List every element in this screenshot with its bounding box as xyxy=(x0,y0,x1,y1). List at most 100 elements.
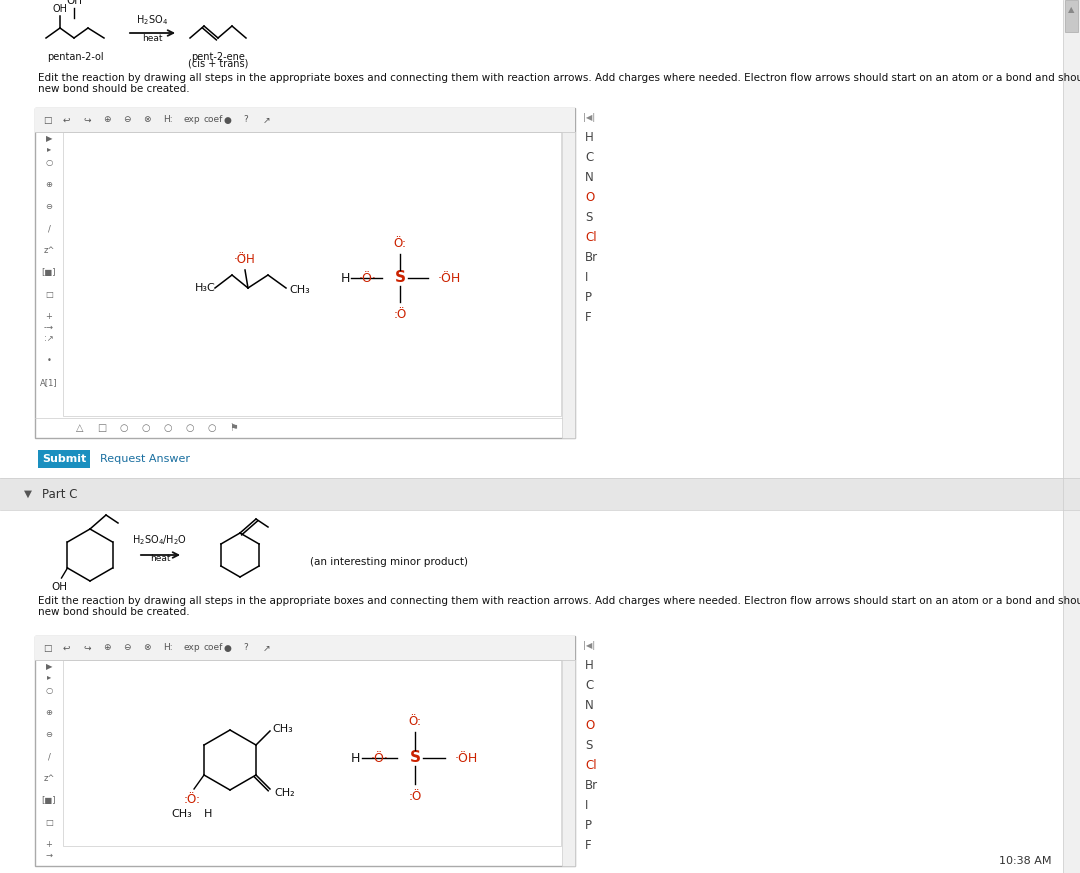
Text: z^: z^ xyxy=(43,246,55,255)
Text: ·ÖH: ·ÖH xyxy=(455,752,478,765)
Text: Part C: Part C xyxy=(42,487,78,500)
Bar xyxy=(1065,0,1078,32)
Text: ⚑: ⚑ xyxy=(230,423,239,433)
Text: N: N xyxy=(585,171,594,184)
Text: O: O xyxy=(585,191,594,204)
Text: ·ÖH: ·ÖH xyxy=(438,272,461,285)
Text: P: P xyxy=(585,819,592,832)
Text: |◀|: |◀| xyxy=(583,641,595,650)
Text: CH₃: CH₃ xyxy=(289,285,310,295)
Text: ?: ? xyxy=(243,643,247,652)
Bar xyxy=(63,660,561,846)
Text: :Ö: :Ö xyxy=(408,790,421,803)
Bar xyxy=(0,478,1080,510)
Text: Submit: Submit xyxy=(42,454,86,464)
Text: exp: exp xyxy=(183,643,200,652)
Text: ↪: ↪ xyxy=(83,115,91,125)
Text: ↩: ↩ xyxy=(63,115,70,125)
Text: O: O xyxy=(585,719,594,732)
Text: ·Ö·: ·Ö· xyxy=(372,752,389,765)
Bar xyxy=(562,660,575,866)
Text: ⊕: ⊕ xyxy=(103,115,110,125)
Text: coef: coef xyxy=(203,115,222,125)
Text: ↗: ↗ xyxy=(264,643,270,652)
Text: ○: ○ xyxy=(45,686,53,695)
Text: ○: ○ xyxy=(164,423,172,433)
Bar xyxy=(1063,0,1080,873)
Text: new bond should be created.: new bond should be created. xyxy=(38,84,190,94)
Text: Edit the reaction by drawing all steps in the appropriate boxes and connecting t: Edit the reaction by drawing all steps i… xyxy=(38,73,1080,83)
Text: A[1]: A[1] xyxy=(40,378,58,387)
Text: :↗: :↗ xyxy=(44,334,54,343)
Text: heat: heat xyxy=(150,554,171,563)
Text: ○: ○ xyxy=(207,423,216,433)
Text: □: □ xyxy=(45,290,53,299)
Text: ⊖: ⊖ xyxy=(123,643,131,652)
Text: I: I xyxy=(585,271,589,284)
Text: H: H xyxy=(204,809,212,819)
Text: OH: OH xyxy=(52,582,67,592)
Text: P: P xyxy=(585,291,592,304)
Text: •: • xyxy=(46,356,52,365)
Bar xyxy=(35,636,575,866)
Text: [■]: [■] xyxy=(42,268,56,277)
Text: /: / xyxy=(48,752,51,761)
Text: H: H xyxy=(585,659,594,672)
Text: ▶
▸: ▶ ▸ xyxy=(45,134,52,154)
Text: |◀|: |◀| xyxy=(583,113,595,122)
Text: OH: OH xyxy=(53,4,67,14)
Text: F: F xyxy=(585,311,592,324)
Text: ●: ● xyxy=(222,115,231,125)
Text: H:: H: xyxy=(163,643,173,652)
Text: Request Answer: Request Answer xyxy=(100,454,190,464)
Text: ●: ● xyxy=(222,643,231,652)
Text: S: S xyxy=(585,739,592,752)
Text: ⊗: ⊗ xyxy=(143,115,150,125)
Text: □: □ xyxy=(45,818,53,827)
Text: ○: ○ xyxy=(120,423,129,433)
Text: /: / xyxy=(48,224,51,233)
Text: ⊕: ⊕ xyxy=(103,643,110,652)
Text: F: F xyxy=(585,839,592,852)
Text: ↪: ↪ xyxy=(83,643,91,652)
Text: new bond should be created.: new bond should be created. xyxy=(38,607,190,617)
Text: ▼: ▼ xyxy=(24,489,32,499)
Text: Cl: Cl xyxy=(585,231,596,244)
Text: pent-2-ene: pent-2-ene xyxy=(191,52,245,62)
Text: H$_2$SO$_4$/H$_2$O: H$_2$SO$_4$/H$_2$O xyxy=(133,533,188,547)
Text: :Ö: :Ö xyxy=(393,308,407,321)
Text: ▶
▸: ▶ ▸ xyxy=(45,662,52,682)
Text: S: S xyxy=(394,271,405,285)
Text: ⊕: ⊕ xyxy=(45,708,53,717)
Text: heat: heat xyxy=(141,34,162,43)
Text: ·Ö·: ·Ö· xyxy=(359,272,377,285)
Text: :Ö:: :Ö: xyxy=(184,793,201,806)
Text: Br: Br xyxy=(585,779,598,792)
Text: [■]: [■] xyxy=(42,796,56,805)
Text: □: □ xyxy=(97,423,107,433)
Text: S: S xyxy=(585,211,592,224)
Text: ▲: ▲ xyxy=(1068,5,1075,14)
Text: C: C xyxy=(585,151,593,164)
Text: OH: OH xyxy=(66,0,82,6)
Bar xyxy=(562,132,575,438)
Text: Ö:: Ö: xyxy=(408,715,421,728)
Text: Edit the reaction by drawing all steps in the appropriate boxes and connecting t: Edit the reaction by drawing all steps i… xyxy=(38,596,1080,606)
Text: Br: Br xyxy=(585,251,598,264)
Text: z^: z^ xyxy=(43,774,55,783)
Text: ?: ? xyxy=(243,115,247,125)
Text: CH₃: CH₃ xyxy=(172,809,192,819)
Text: □: □ xyxy=(43,643,52,652)
Text: Cl: Cl xyxy=(585,759,596,772)
Text: H: H xyxy=(340,272,350,285)
Text: 10:38 AM: 10:38 AM xyxy=(999,856,1051,866)
Text: S: S xyxy=(409,751,420,766)
Text: ↗: ↗ xyxy=(264,115,270,125)
Text: (an interesting minor product): (an interesting minor product) xyxy=(310,557,468,567)
Text: coef: coef xyxy=(203,643,222,652)
Bar xyxy=(63,132,561,416)
Text: ·Ö̈H: ·Ö̈H xyxy=(234,253,256,266)
Text: ⊖: ⊖ xyxy=(123,115,131,125)
Text: ○: ○ xyxy=(141,423,150,433)
Bar xyxy=(38,450,90,468)
